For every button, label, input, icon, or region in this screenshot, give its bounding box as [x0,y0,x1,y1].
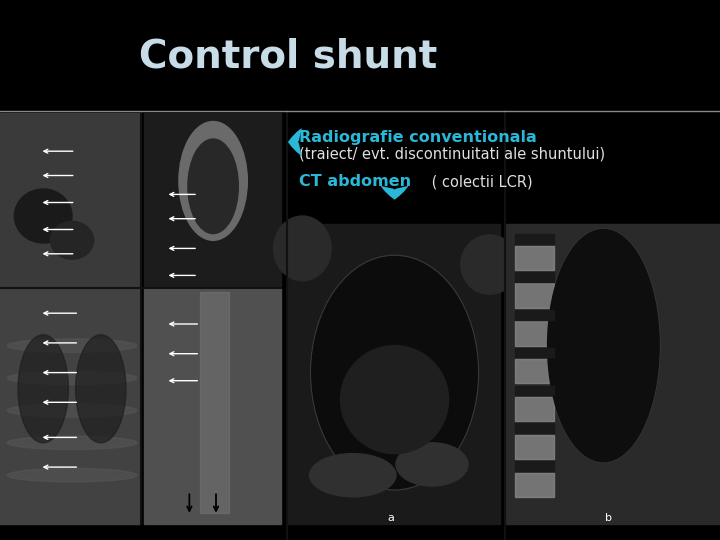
Bar [515,397,554,421]
Ellipse shape [7,436,137,449]
Bar [515,284,554,308]
Bar [0,113,140,286]
Ellipse shape [461,235,518,294]
Ellipse shape [341,346,449,454]
Bar [200,292,229,513]
Text: (traiect/ evt. discontinuitati ale shuntului): (traiect/ evt. discontinuitati ale shunt… [299,146,605,161]
Ellipse shape [548,230,660,462]
Text: Radiografie conventionala: Radiografie conventionala [299,130,536,145]
Text: a: a [387,514,395,523]
Ellipse shape [310,454,396,497]
Ellipse shape [7,372,137,384]
Ellipse shape [7,468,137,482]
Bar [515,423,554,433]
Ellipse shape [396,443,468,486]
Bar [515,359,554,383]
Bar [144,113,281,286]
Bar [144,289,281,524]
Text: ( colectii LCR): ( colectii LCR) [427,174,533,190]
Ellipse shape [274,216,331,281]
Bar [515,348,554,357]
Bar [515,310,554,320]
Ellipse shape [179,122,248,240]
Ellipse shape [312,256,477,489]
Ellipse shape [14,189,72,243]
Bar [515,472,554,497]
Bar [506,224,720,524]
Ellipse shape [18,335,68,443]
Ellipse shape [7,404,137,417]
Bar [515,272,554,282]
Bar [515,386,554,395]
Bar [0,289,140,524]
Ellipse shape [7,339,137,352]
Bar [515,461,554,471]
Text: b: b [605,514,612,523]
Bar [515,246,554,270]
Text: CT abdomen: CT abdomen [299,174,411,190]
Bar [515,321,554,346]
Bar [515,234,554,244]
Ellipse shape [76,335,126,443]
Ellipse shape [188,139,238,233]
Text: Control shunt: Control shunt [139,38,437,76]
Bar [288,224,500,524]
Ellipse shape [50,221,94,259]
Bar [515,435,554,459]
